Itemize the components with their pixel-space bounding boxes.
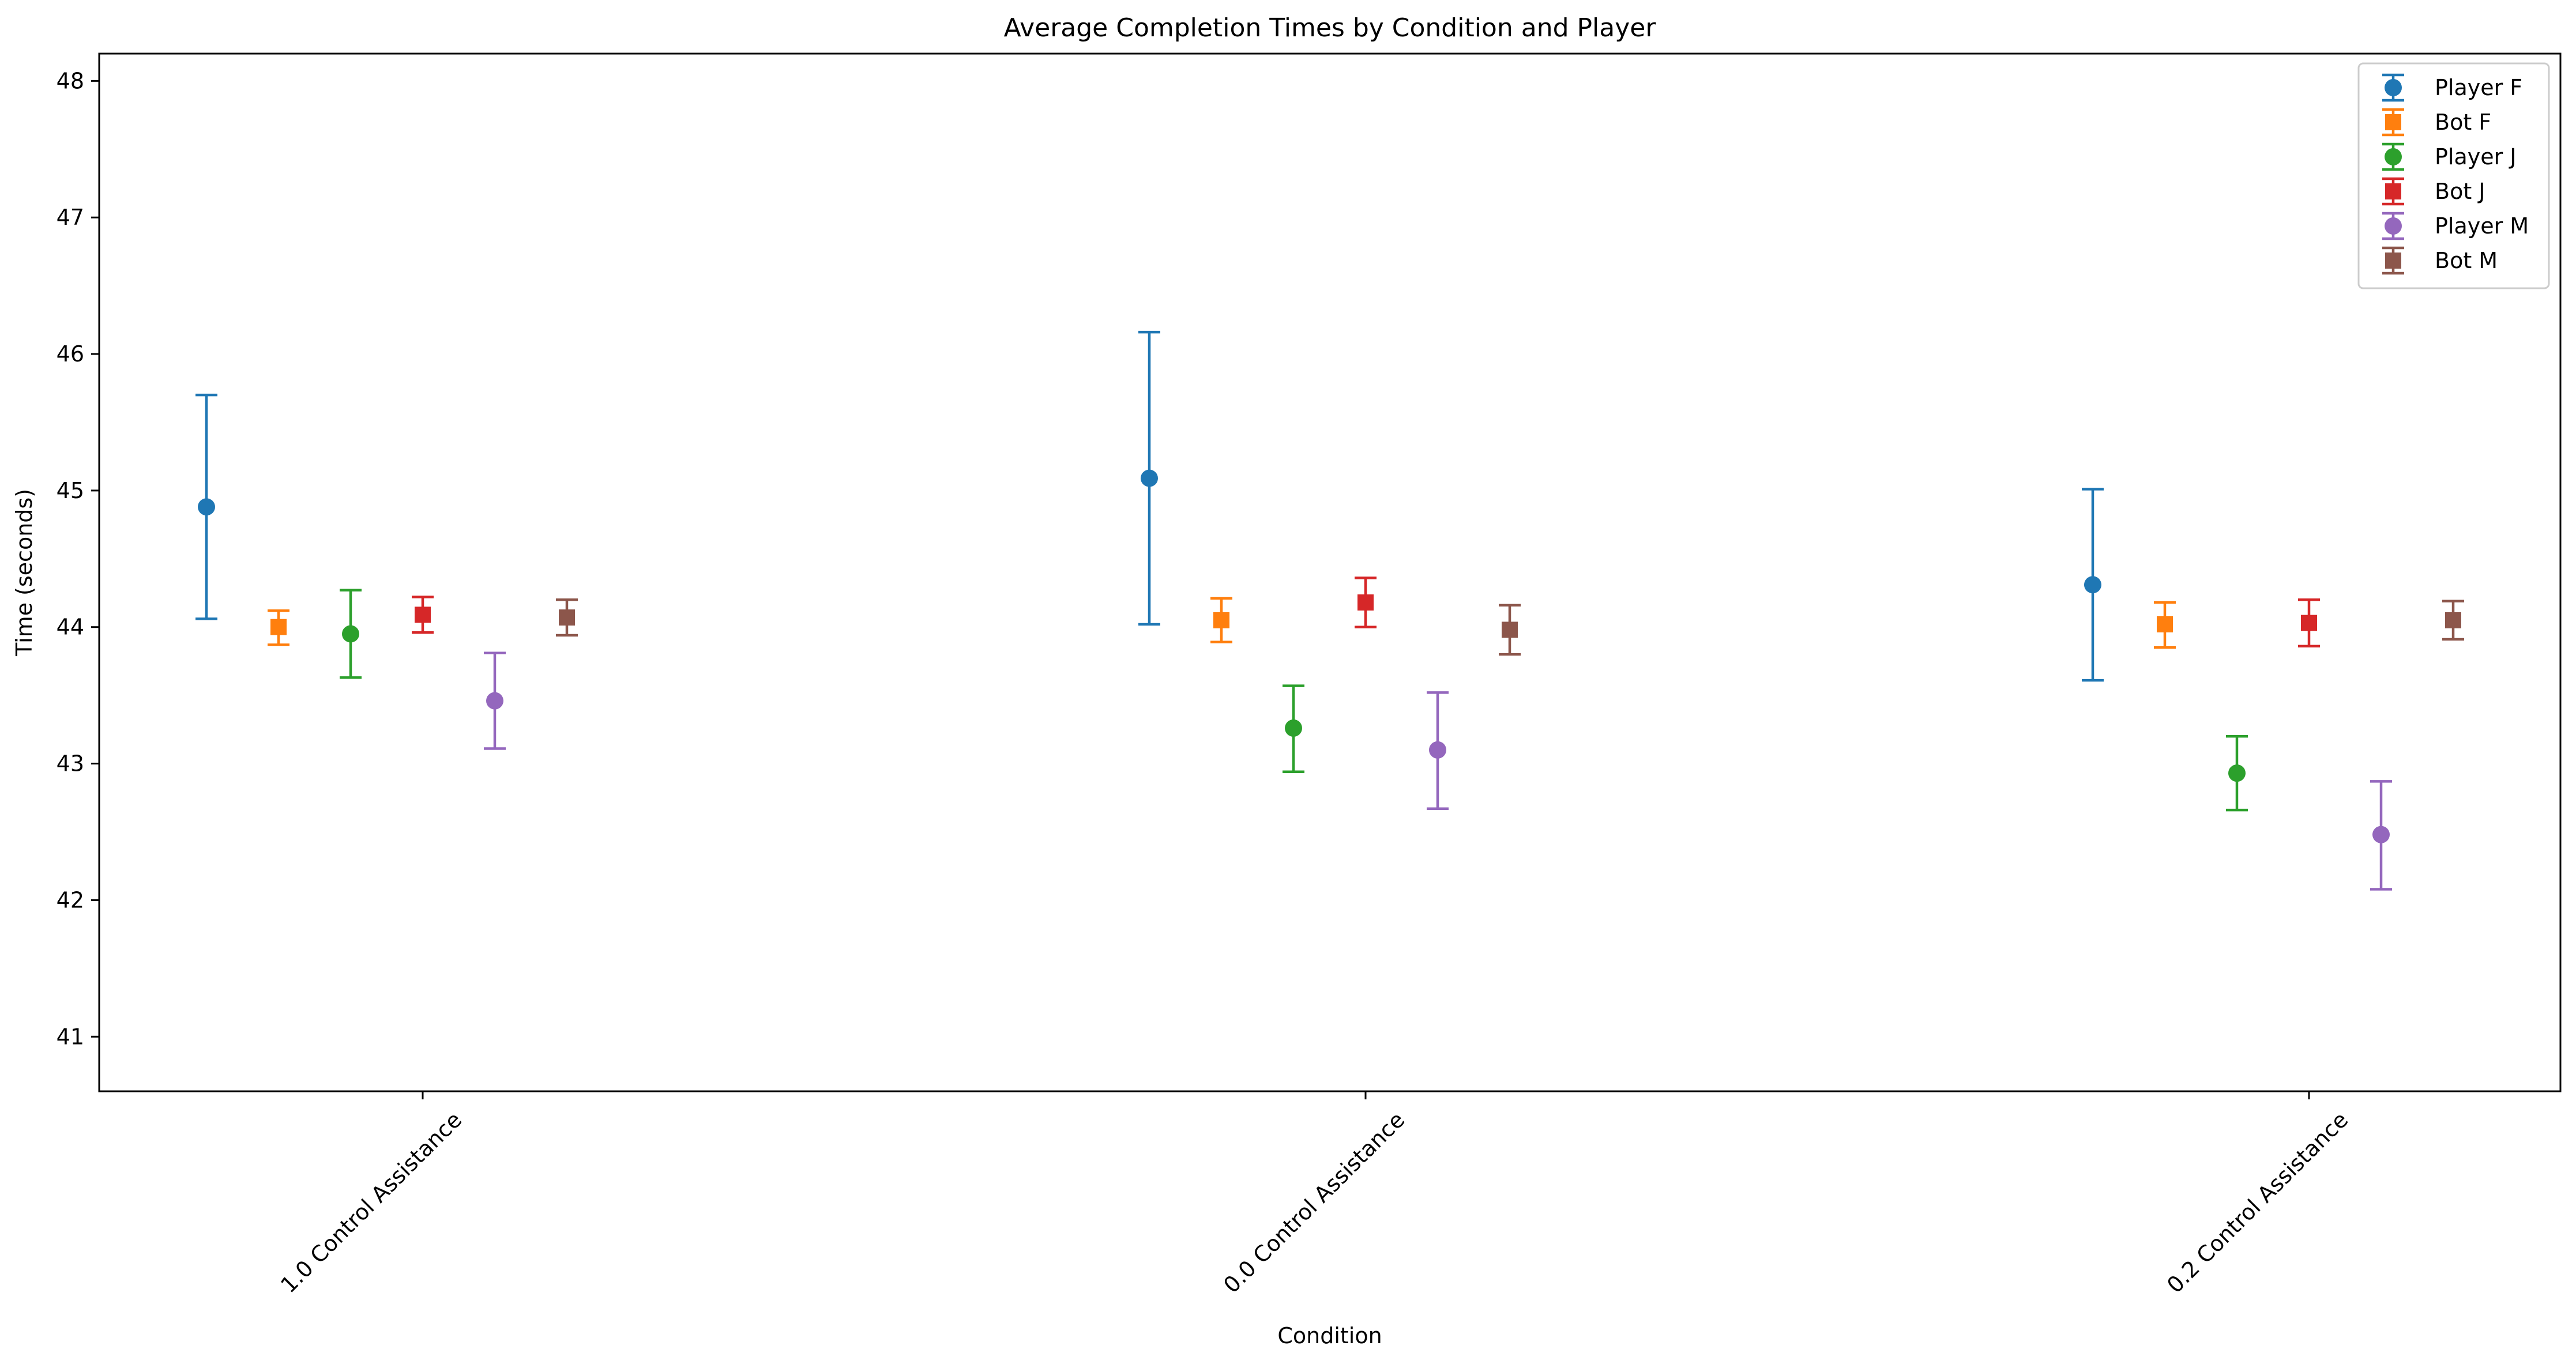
- legend-item: Player M: [2382, 212, 2529, 240]
- legend-item: Player F: [2382, 73, 2522, 102]
- legend-label: Bot J: [2435, 179, 2485, 204]
- data-point: [342, 625, 359, 643]
- y-tick-label: 47: [57, 205, 84, 230]
- plot-frame: [98, 52, 2562, 1092]
- legend-item: Bot M: [2382, 246, 2498, 275]
- series-player-j: [340, 589, 2248, 812]
- x-axis-label: Condition: [1277, 1323, 1382, 1348]
- y-tick-label: 45: [57, 478, 84, 503]
- data-point: [1285, 719, 1302, 737]
- legend-item: Player J: [2382, 142, 2517, 171]
- legend-marker: [2385, 79, 2402, 96]
- legend-label: Player F: [2435, 75, 2522, 100]
- series-bot-j: [412, 576, 2320, 648]
- y-tick-label: 43: [57, 751, 84, 777]
- y-tick-label: 42: [57, 887, 84, 913]
- data-point: [1502, 621, 1518, 638]
- y-tick-label: 41: [57, 1024, 84, 1049]
- data-point: [198, 498, 215, 516]
- series-bot-f: [268, 597, 2176, 649]
- legend-marker: [2385, 253, 2401, 269]
- legend-label: Bot F: [2435, 110, 2491, 135]
- data-point: [270, 619, 287, 635]
- legend-label: Player J: [2435, 144, 2517, 169]
- y-axis-label: Time (seconds): [12, 489, 37, 657]
- legend-marker: [2385, 148, 2402, 165]
- series-bot-m: [556, 598, 2464, 656]
- y-tick-label: 44: [57, 615, 84, 640]
- legend-label: Player M: [2435, 213, 2529, 239]
- series-player-m: [484, 651, 2392, 891]
- data-point: [2372, 826, 2390, 843]
- data-point: [2445, 612, 2461, 628]
- legend-item: Bot F: [2382, 108, 2491, 137]
- data-point: [1141, 469, 1158, 487]
- data-point: [415, 606, 431, 623]
- data-point: [2084, 576, 2101, 594]
- y-tick-label: 48: [57, 68, 84, 93]
- data-point: [559, 609, 575, 626]
- legend-marker: [2385, 217, 2402, 235]
- legend-box: [2357, 62, 2550, 289]
- data-point: [2157, 616, 2173, 632]
- data-point: [2228, 764, 2246, 782]
- data-point: [486, 692, 503, 710]
- legend: Player F Bot F Player J Bot J Player M Bot M: [2357, 62, 2550, 289]
- data-point: [2301, 615, 2317, 631]
- y-axis: 41 42 43 44 45 46 47 48: [57, 68, 99, 1049]
- plot-marks: [195, 330, 2464, 891]
- data-point: [1357, 594, 1374, 611]
- data-point: [1213, 612, 1229, 628]
- legend-marker: [2385, 114, 2401, 130]
- y-tick-label: 46: [57, 341, 84, 367]
- legend-label: Bot M: [2435, 248, 2498, 273]
- data-point: [1429, 741, 1446, 759]
- series-player-f: [195, 330, 2104, 682]
- legend-item: Bot J: [2382, 177, 2485, 206]
- chart-title: Average Completion Times by Condition an…: [1004, 13, 1657, 43]
- legend-marker: [2385, 183, 2401, 199]
